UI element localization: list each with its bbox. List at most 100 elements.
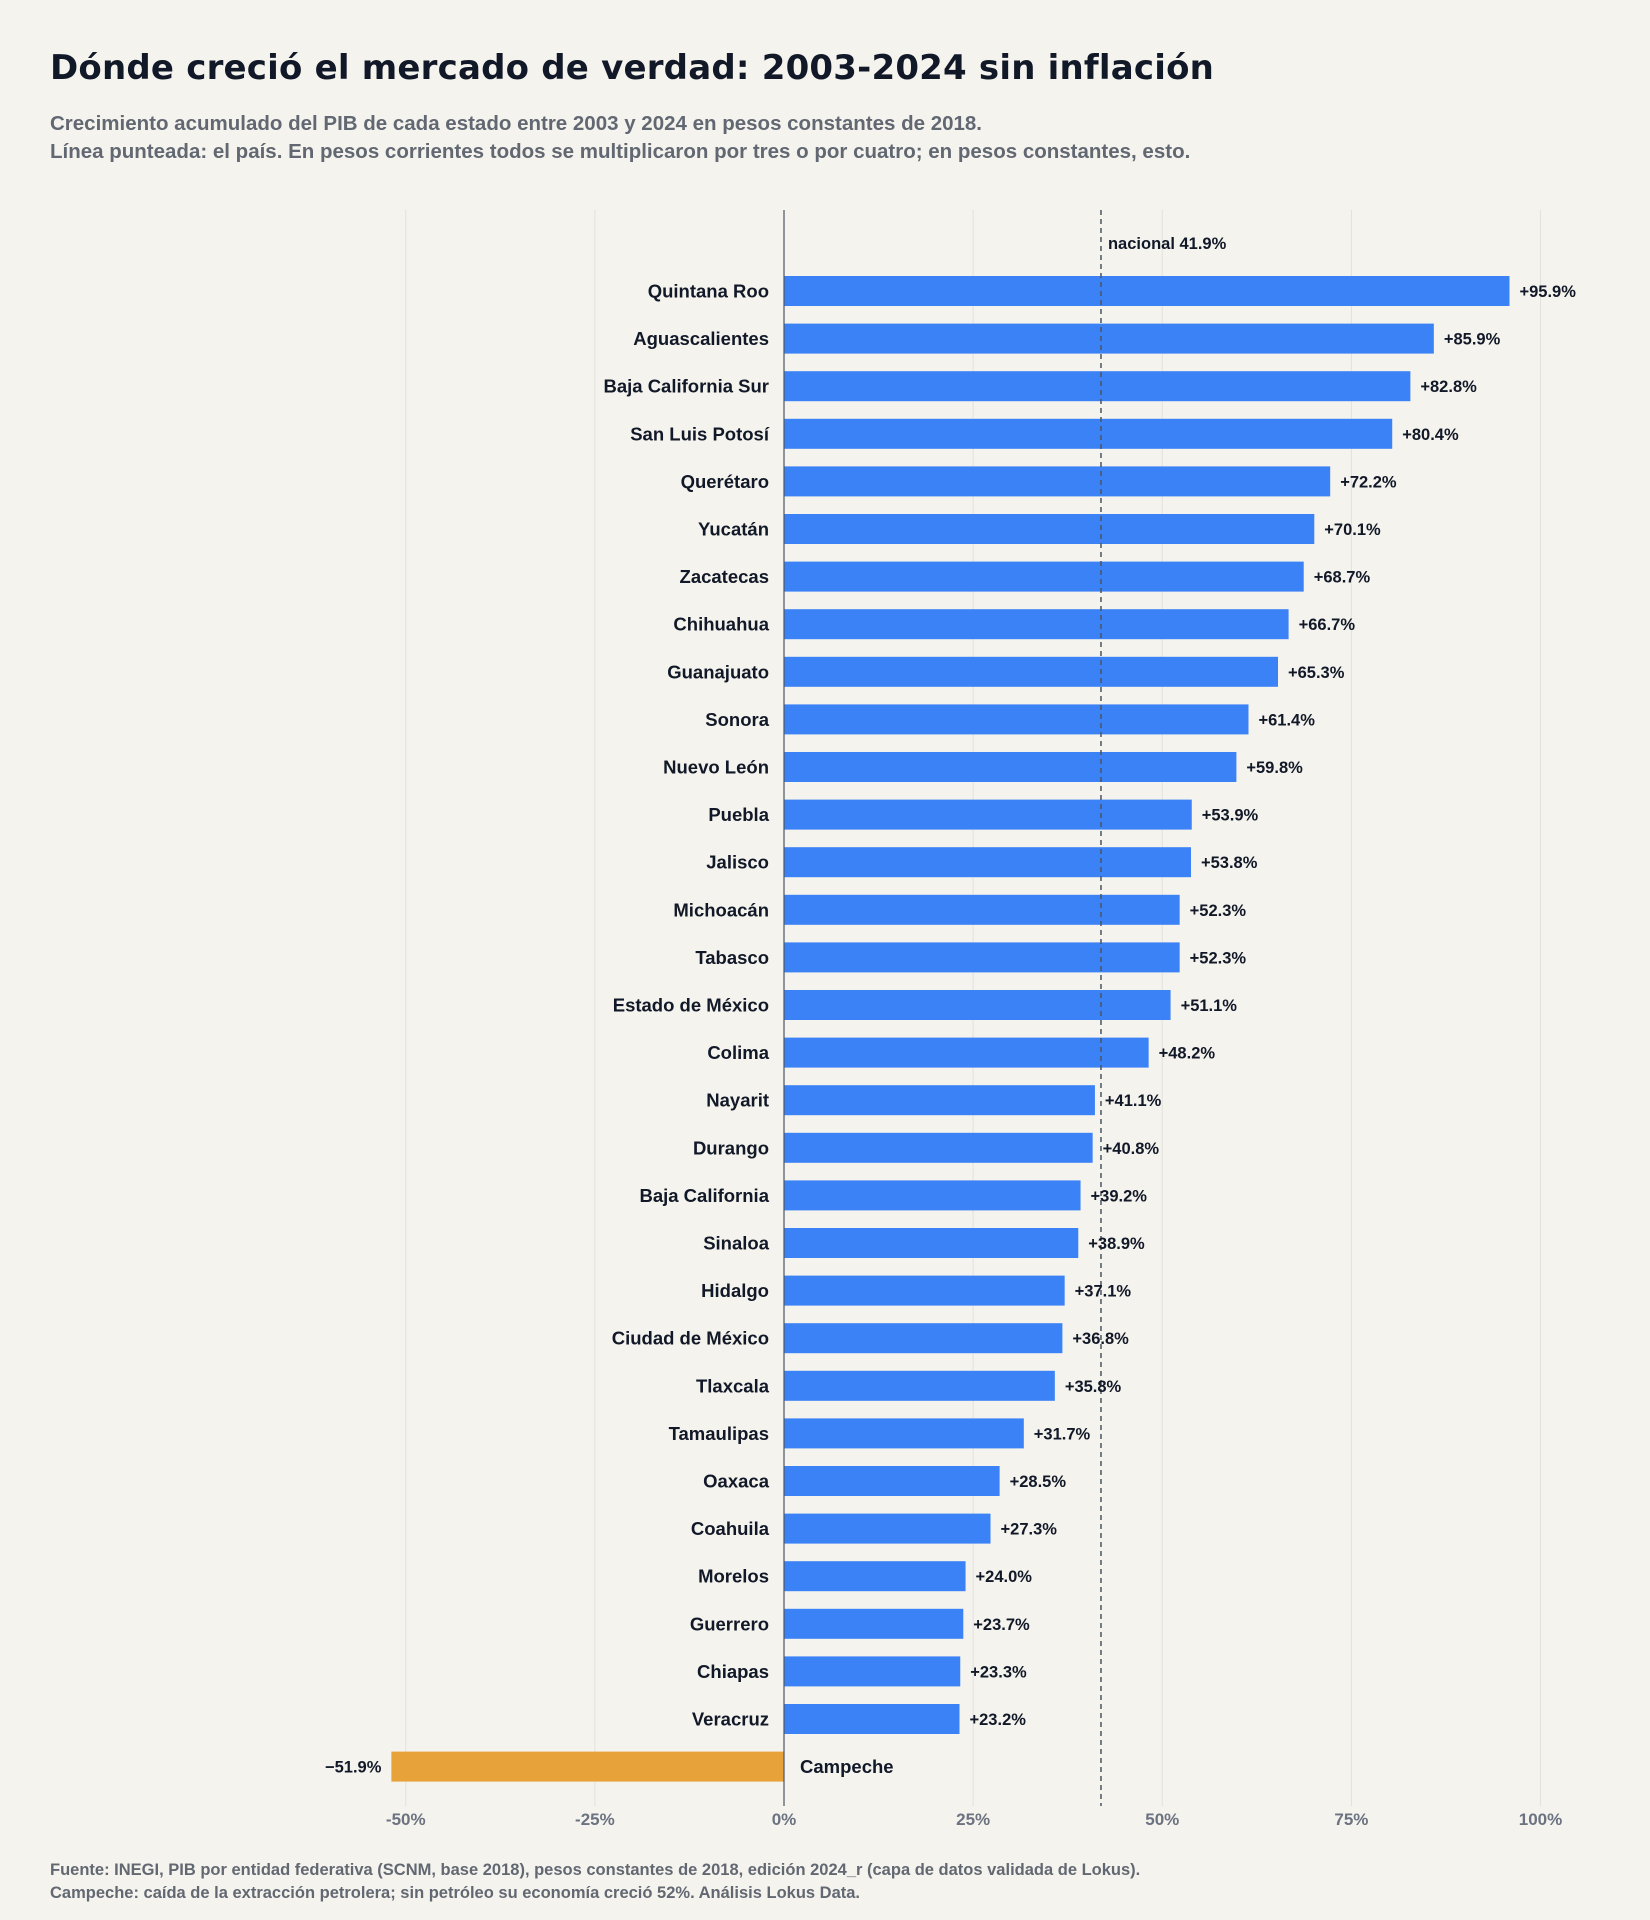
value-label: −51.9% xyxy=(325,1759,382,1777)
category-label: Estado de México xyxy=(613,995,769,1016)
value-label: +35.8% xyxy=(1065,1378,1122,1396)
chart-title: Dónde creció el mercado de verdad: 2003-… xyxy=(50,48,1215,88)
value-label: +39.2% xyxy=(1091,1187,1148,1205)
bar xyxy=(784,1656,961,1687)
category-label: Sonora xyxy=(705,709,769,730)
category-label: Jalisco xyxy=(706,852,769,873)
value-label: +72.2% xyxy=(1340,473,1397,491)
value-label: +66.7% xyxy=(1299,616,1356,634)
value-label: +53.8% xyxy=(1201,854,1258,872)
bar xyxy=(784,1513,991,1544)
bar xyxy=(784,276,1510,306)
bar-chart: -50% -25% 0% 25% 50% 75% 100% Quintana Roo +95.9… xyxy=(325,210,1576,1829)
category-label: Nayarit xyxy=(706,1090,769,1111)
value-label: +23.7% xyxy=(973,1616,1030,1634)
value-label: +85.9% xyxy=(1444,331,1501,349)
category-label: Quintana Roo xyxy=(648,281,769,302)
category-label: Chiapas xyxy=(697,1661,769,1682)
x-tick-label: -25% xyxy=(575,1810,615,1829)
value-label: +65.3% xyxy=(1288,664,1345,682)
category-label: Guanajuato xyxy=(667,661,769,682)
x-tick-label: -50% xyxy=(386,1810,426,1829)
category-label: Sinaloa xyxy=(703,1233,770,1254)
bar xyxy=(784,1132,1093,1163)
category-label: Nuevo León xyxy=(663,757,769,778)
labels: -50% -25% 0% 25% 50% 75% 100% Quintana Roo +95.9… xyxy=(325,235,1576,1829)
bar xyxy=(784,1466,1000,1496)
bar xyxy=(784,847,1191,878)
bar xyxy=(784,466,1331,497)
bars xyxy=(391,276,1510,1782)
bar xyxy=(784,1370,1055,1401)
x-tick-label: 50% xyxy=(1145,1810,1179,1829)
value-label: +59.8% xyxy=(1246,759,1303,777)
bar xyxy=(784,1085,1095,1116)
bar xyxy=(784,1037,1149,1068)
category-label: Oaxaca xyxy=(703,1471,770,1492)
value-label: +53.9% xyxy=(1202,807,1259,825)
bar xyxy=(784,1275,1065,1306)
bar xyxy=(784,1228,1079,1258)
value-label: +41.1% xyxy=(1105,1092,1162,1110)
value-label: +37.1% xyxy=(1075,1283,1132,1301)
bar xyxy=(784,656,1278,687)
bar xyxy=(784,418,1393,449)
bar xyxy=(784,514,1315,544)
category-label: Puebla xyxy=(708,804,769,825)
bar xyxy=(784,1323,1063,1354)
category-label: Baja California Sur xyxy=(603,376,769,397)
bar xyxy=(391,1751,784,1782)
category-label: Zacatecas xyxy=(680,566,769,587)
category-label: Ciudad de México xyxy=(612,1328,769,1349)
category-label: Veracruz xyxy=(692,1709,769,1730)
category-label: Querétaro xyxy=(681,471,769,492)
value-label: +24.0% xyxy=(976,1568,1033,1586)
x-tick-label: 75% xyxy=(1334,1810,1368,1829)
value-label: +27.3% xyxy=(1001,1521,1058,1539)
category-label: Coahuila xyxy=(691,1518,770,1539)
category-label: Chihuahua xyxy=(673,614,769,635)
category-label: Morelos xyxy=(698,1566,769,1587)
category-label: Tabasco xyxy=(695,947,769,968)
x-tick-label: 25% xyxy=(956,1810,990,1829)
bar xyxy=(784,371,1411,402)
value-label: +48.2% xyxy=(1159,1045,1216,1063)
value-label: +52.3% xyxy=(1190,902,1247,920)
bar xyxy=(784,752,1237,782)
value-label: +80.4% xyxy=(1402,426,1459,444)
bar xyxy=(784,1704,960,1734)
value-label: +95.9% xyxy=(1519,283,1576,301)
value-label: +82.8% xyxy=(1420,378,1477,396)
bar xyxy=(784,942,1180,973)
x-tick-label: 100% xyxy=(1519,1810,1562,1829)
bar xyxy=(784,894,1180,925)
chart-subtitle-line2: Línea punteada: el país. En pesos corrie… xyxy=(50,140,1191,163)
category-label: Hidalgo xyxy=(701,1280,769,1301)
value-label: +28.5% xyxy=(1010,1473,1067,1491)
value-label: +38.9% xyxy=(1088,1235,1145,1253)
value-label: +23.3% xyxy=(970,1663,1027,1681)
bar xyxy=(784,1180,1081,1211)
value-label: +61.4% xyxy=(1258,711,1315,729)
value-label: +70.1% xyxy=(1324,521,1381,539)
category-label: Guerrero xyxy=(690,1613,769,1634)
category-label: San Luis Potosí xyxy=(630,423,770,444)
source-note: Fuente: INEGI, PIB por entidad federativ… xyxy=(50,1861,1141,1879)
category-label: Aguascalientes xyxy=(633,328,769,349)
bar xyxy=(784,990,1171,1020)
value-label: +36.8% xyxy=(1072,1330,1129,1348)
value-label: +51.1% xyxy=(1181,997,1238,1015)
chart-subtitle-line1: Crecimiento acumulado del PIB de cada es… xyxy=(50,112,982,135)
x-tick-label: 0% xyxy=(772,1810,797,1829)
bar xyxy=(784,1561,966,1592)
value-label: +68.7% xyxy=(1314,569,1371,587)
bar xyxy=(784,323,1434,354)
category-label: Baja California xyxy=(639,1185,769,1206)
national-reference-label: nacional 41.9% xyxy=(1108,235,1227,253)
bar xyxy=(784,1608,964,1639)
value-label: +52.3% xyxy=(1190,949,1247,967)
category-label: Michoacán xyxy=(673,899,769,920)
campeche-note: Campeche: caída de la extracción petrole… xyxy=(50,1884,861,1902)
bar xyxy=(784,561,1304,592)
value-label: +40.8% xyxy=(1103,1140,1160,1158)
